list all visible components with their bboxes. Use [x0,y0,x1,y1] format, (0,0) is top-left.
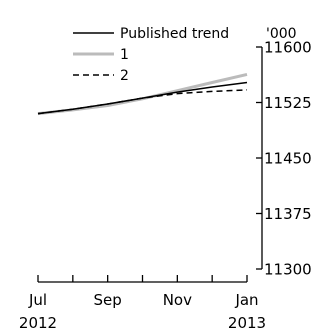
x-tick-label: Nov [163,291,192,309]
legend-label: 1 [120,47,129,63]
y-tick-label: 11450 [264,150,312,168]
x-year-label: 2012 [19,314,57,332]
series-line [37,89,248,115]
legend-label: 2 [120,68,129,84]
y-ticks: 11300 11375 11450 11525 11600 [256,39,312,279]
y-tick-label: 11600 [264,39,312,57]
x-tick-label: Jul [28,291,47,309]
x-ticks: Jul 2012 Sep Nov Jan 2013 [19,275,266,332]
unit-label: '000 [266,26,297,42]
y-tick-label: 11300 [264,261,312,279]
legend: Published trend 1 2 [73,26,229,84]
series-line [37,72,248,116]
y-tick-label: 11375 [264,205,312,223]
x-year-label: 2013 [228,314,266,332]
axes [38,47,263,283]
legend-label: Published trend [120,26,229,42]
x-tick-label: Sep [94,291,122,309]
x-tick-label: Jan [234,291,258,309]
y-tick-label: 11525 [264,94,312,112]
series-layer [37,72,248,116]
